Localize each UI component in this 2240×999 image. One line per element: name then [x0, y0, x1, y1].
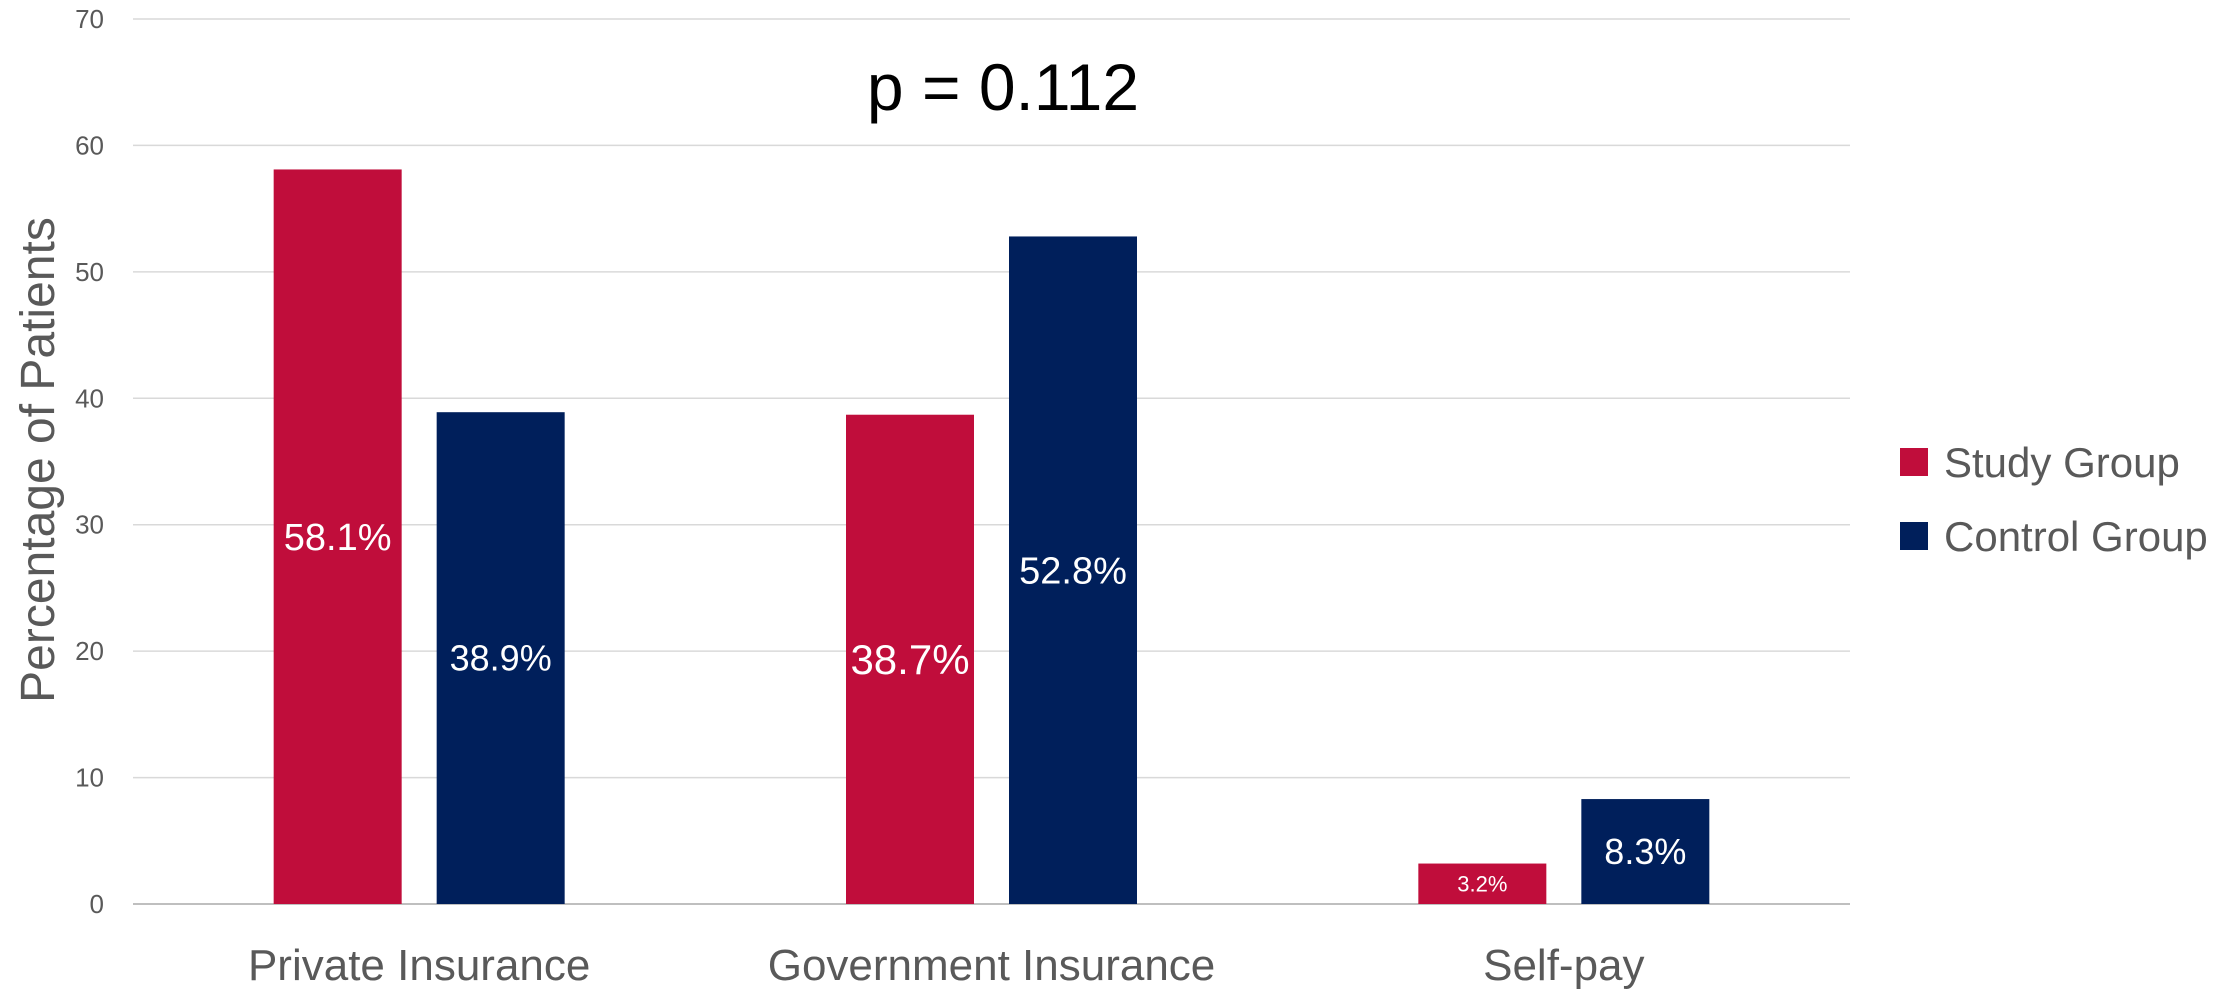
y-tick-label: 10: [75, 763, 104, 793]
bar-study-group-private-insurance: [273, 169, 402, 904]
bar-study-group-self-pay: [1418, 863, 1547, 904]
legend-label: Study Group: [1944, 439, 2180, 486]
y-tick-label: 50: [75, 257, 104, 287]
bar-control-group-private-insurance: [436, 412, 565, 904]
bar-study-group-government-insurance: [846, 414, 974, 904]
gridlines: [133, 18, 1850, 905]
y-tick-label: 40: [75, 383, 104, 413]
x-category-label: Private Insurance: [248, 941, 590, 990]
y-tick-label: 60: [75, 130, 104, 160]
y-tick-label: 30: [75, 510, 104, 540]
y-tick-label: 20: [75, 636, 104, 666]
legend-label: Control Group: [1944, 513, 2208, 560]
data-label: 52.8%: [1019, 551, 1127, 593]
x-category-label: Government Insurance: [768, 941, 1216, 990]
y-axis-ticks: 0 10 20 30 40 50 60 70: [75, 4, 104, 919]
x-axis-categories: Private Insurance Government Insurance Sel…: [248, 941, 1645, 990]
x-category-label: Self-pay: [1483, 941, 1644, 990]
bar-control-group-government-insurance: [1009, 236, 1137, 904]
y-tick-label: 70: [75, 4, 104, 34]
legend-swatch: [1900, 448, 1928, 476]
p-value-annotation: p = 0.112: [867, 50, 1139, 124]
bar-control-group-self-pay: [1581, 799, 1710, 904]
legend: Study Group Control Group: [1900, 439, 2208, 560]
y-tick-label: 0: [90, 889, 104, 919]
bars: 58.1% 38.9% 38.7% 52.8% 3.2% 8.3%: [273, 169, 1710, 904]
data-label: 3.2%: [1457, 871, 1507, 896]
data-label: 38.7%: [850, 636, 969, 683]
data-label: 58.1%: [284, 517, 392, 559]
legend-swatch: [1900, 522, 1928, 550]
data-label: 8.3%: [1604, 831, 1686, 872]
data-label: 38.9%: [450, 638, 552, 679]
y-axis-title: Percentage of Patients: [12, 217, 65, 703]
